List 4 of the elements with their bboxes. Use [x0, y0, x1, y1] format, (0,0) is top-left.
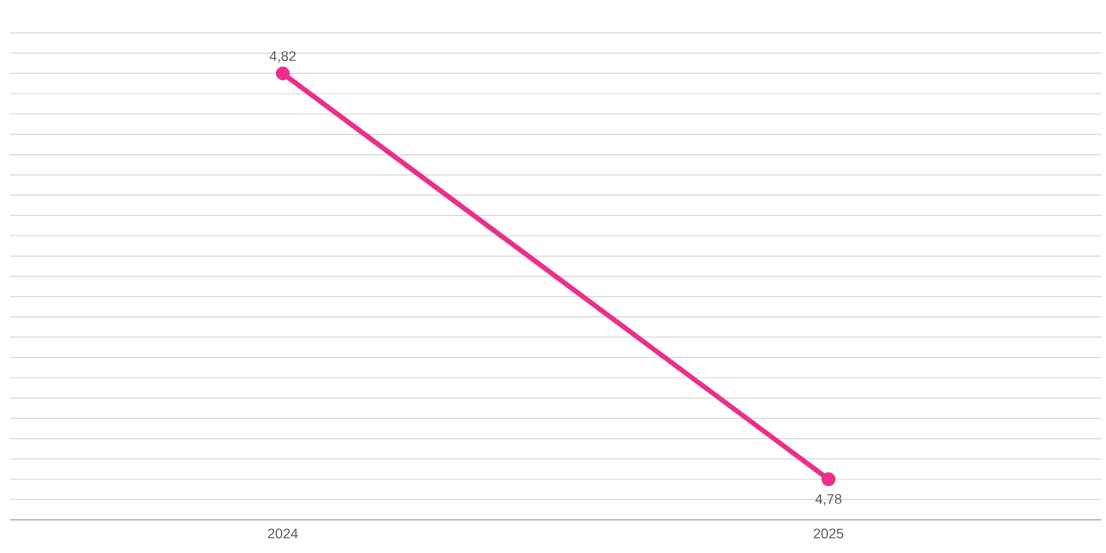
data-label: 4,78 [815, 494, 842, 506]
x-tick-label: 2025 [813, 528, 844, 539]
x-tick-label: 2024 [268, 528, 298, 539]
data-label: 4,82 [269, 51, 296, 63]
